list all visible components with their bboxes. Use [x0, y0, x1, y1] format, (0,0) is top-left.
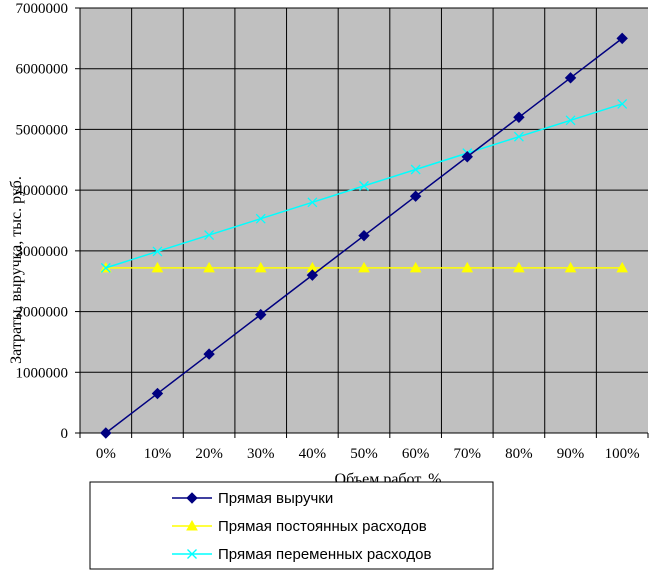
- series-2: [100, 98, 628, 273]
- x-tick-label: 60%: [402, 446, 430, 462]
- x-tick-label: 40%: [299, 446, 327, 462]
- diamond-marker: [616, 32, 628, 45]
- triangle-marker: [358, 261, 370, 273]
- x-marker-stroke: [255, 213, 266, 224]
- x-marker: [100, 262, 111, 273]
- diamond-marker: [409, 190, 422, 202]
- diamond-marker: [100, 427, 112, 439]
- diamond-marker: [186, 492, 198, 504]
- x-marker-stroke: [187, 549, 197, 559]
- legend-label: Прямая переменных расходов: [218, 546, 431, 563]
- x-tick-labels: 0% 10% 20% 30% 40% 50% 60% 70% 80% 90% 100%: [96, 446, 640, 462]
- y-axis-title: Затраты, выручка, тыс. руб.: [8, 176, 25, 364]
- x-tick-label: 100%: [605, 446, 640, 462]
- x-tick-label: 90%: [557, 446, 585, 462]
- legend-item: Прямая выручки: [172, 490, 333, 507]
- x-marker: [152, 246, 163, 257]
- x-tick-label: 50%: [350, 446, 378, 462]
- plot-area: [80, 8, 648, 433]
- y-tick-label: 5000000: [16, 122, 69, 138]
- series-0: [100, 32, 628, 439]
- y-tick-label: 2000000: [16, 305, 69, 321]
- y-tick-label: 1000000: [16, 365, 69, 381]
- x-marker-stroke: [410, 164, 421, 175]
- series-group: [99, 32, 629, 439]
- diamond-marker: [564, 72, 577, 84]
- triangle-marker: [186, 519, 198, 531]
- y-tick-label: 7000000: [16, 1, 69, 17]
- y-tick-label: 6000000: [16, 62, 69, 78]
- series-1: [99, 261, 629, 273]
- y-tick-labels: 0 1000000 2000000 3000000 4000000 5000000 6000…: [16, 1, 69, 442]
- x-marker-stroke: [565, 115, 576, 126]
- x-marker: [565, 115, 576, 126]
- legend-item: Прямая постоянных расходов: [172, 518, 427, 535]
- x-marker: [307, 197, 318, 208]
- diamond-marker: [306, 269, 319, 281]
- x-marker-stroke: [307, 197, 318, 208]
- legend-label: Прямая постоянных расходов: [218, 518, 427, 535]
- triangle-marker: [513, 261, 525, 273]
- x-tick-label: 30%: [247, 446, 275, 462]
- vertical-gridlines: [79, 8, 649, 438]
- x-marker: [617, 98, 628, 109]
- x-marker-stroke: [617, 98, 628, 109]
- x-marker-stroke: [204, 230, 215, 241]
- diamond-marker: [461, 151, 473, 163]
- x-marker: [359, 180, 369, 191]
- x-tick-label: 70%: [454, 446, 482, 462]
- x-marker: [255, 213, 266, 224]
- diamond-marker: [151, 387, 164, 400]
- triangle-marker: [461, 261, 474, 273]
- x-tick-label: 0%: [96, 446, 116, 462]
- legend-label: Прямая выручки: [218, 490, 333, 507]
- diamond-marker: [255, 308, 267, 321]
- legend-item: Прямая переменных расходов: [172, 546, 431, 563]
- x-marker: [204, 230, 215, 241]
- triangle-marker: [616, 261, 629, 273]
- x-marker-stroke: [152, 246, 163, 257]
- legend: Прямая выручки Прямая постоянных расходов…: [172, 490, 431, 563]
- x-tick-label: 20%: [195, 446, 223, 462]
- x-marker: [513, 131, 524, 142]
- triangle-marker: [409, 261, 422, 273]
- triangle-marker: [564, 261, 577, 273]
- triangle-marker: [151, 261, 164, 273]
- x-marker-stroke: [100, 262, 111, 273]
- x-marker-stroke: [359, 180, 369, 191]
- diamond-marker: [203, 348, 215, 360]
- x-marker-stroke: [513, 131, 524, 142]
- x-marker: [187, 549, 197, 559]
- diamond-marker: [358, 229, 370, 242]
- triangle-marker: [203, 261, 215, 273]
- legend-box: [89, 481, 494, 570]
- y-tick-label: 3000000: [16, 244, 69, 260]
- diamond-marker: [513, 111, 525, 123]
- y-tick-label: 4000000: [16, 183, 69, 199]
- x-tick-label: 80%: [505, 446, 533, 462]
- x-marker: [410, 164, 421, 175]
- x-tick-label: 10%: [144, 446, 172, 462]
- triangle-marker: [254, 261, 267, 273]
- y-tick-label: 0: [61, 426, 69, 442]
